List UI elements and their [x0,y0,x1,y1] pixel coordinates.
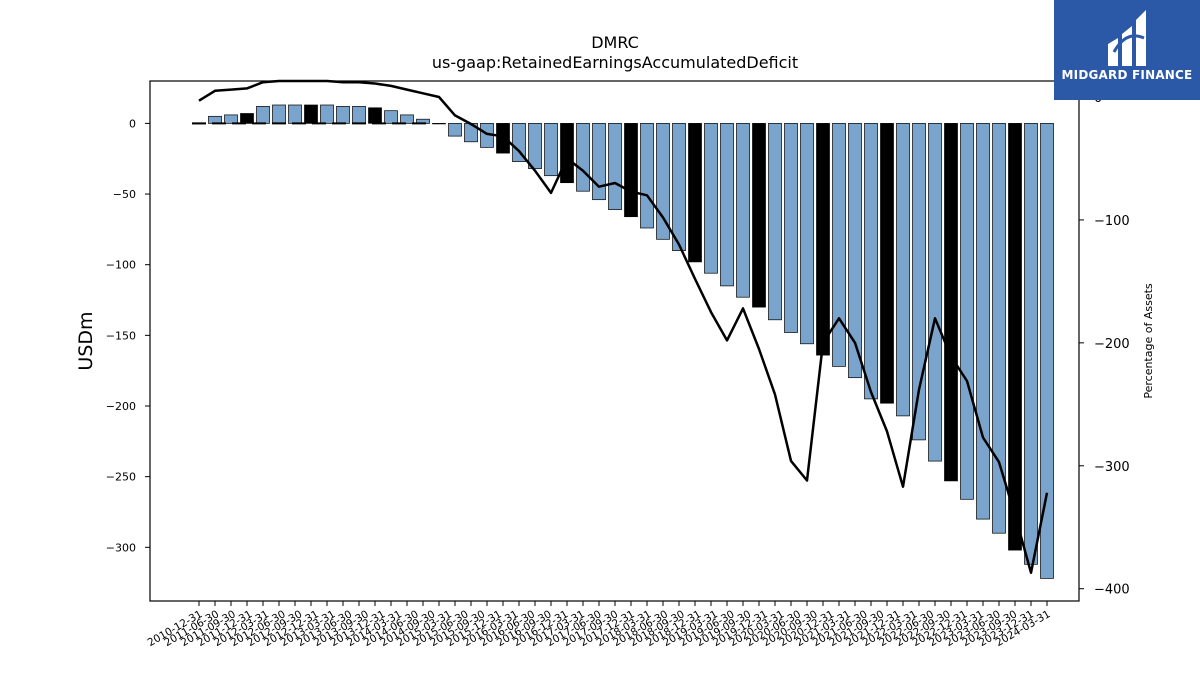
bar [768,123,782,321]
bar [800,123,814,345]
bar [864,123,878,400]
y2-tick-label: −300 [1094,460,1130,475]
y-axis-label: USDm [75,311,97,370]
bar [576,123,590,192]
bar [592,123,606,201]
y2-tick-label: −100 [1094,214,1130,229]
bar [704,123,718,274]
bar [848,123,862,379]
bar [656,123,670,240]
bar [208,115,222,124]
x-axis: 2010-12-312011-06-302011-09-302011-12-31… [146,601,1053,649]
bar [496,123,510,154]
y2-axis-label: Percentage of Assets [1142,283,1155,399]
bar [1040,123,1054,579]
bar [320,104,334,124]
bar [336,106,350,124]
bar [912,123,926,441]
bar [560,123,574,184]
y-tick-label: −100 [106,259,136,272]
bar [352,106,366,124]
y2-tick-label: −400 [1094,583,1130,598]
bar [672,123,686,251]
brand-logo: MIDGARD FINANCE [1054,0,1200,100]
bar [384,110,398,124]
bar [256,106,270,124]
y-axis-right: 0−100−200−300−400 [1079,91,1130,598]
brand-mark-icon [1108,10,1146,66]
bar [992,123,1006,534]
bar [272,104,286,124]
bar [528,123,542,169]
bar [720,123,734,287]
bar [224,114,238,124]
bar [784,123,798,333]
bar [944,123,958,482]
bar [640,123,654,229]
bar [432,123,446,125]
chart-title: DMRC [591,33,639,52]
y-tick-label: −50 [113,188,136,201]
percentage-line-series [198,79,1049,574]
chart-subtitle: us-gaap:RetainedEarningsAccumulatedDefic… [432,53,798,72]
bar [288,104,302,124]
y-tick-label: −200 [106,400,136,413]
bar [896,123,910,417]
y-tick-label: −250 [106,471,136,484]
y-tick-label: −300 [106,541,136,554]
bar [240,113,254,124]
bar [1008,123,1022,551]
bar [624,123,638,218]
y2-tick-label: −200 [1094,337,1130,352]
bar [816,123,830,356]
bar [544,123,558,177]
bar [752,123,766,308]
bar [960,123,974,500]
bar [512,123,526,162]
bar [608,123,622,210]
bar [928,123,942,462]
bar-series [192,104,1054,579]
brand-name: MIDGARD FINANCE [1061,68,1193,82]
bar [880,123,894,404]
y-tick-label: 0 [129,117,136,130]
bar [368,107,382,124]
percentage-line [198,79,1049,574]
bar [304,104,318,124]
y-axis-left: 0 −50 −100 −150 −200 −250 −300 [106,117,150,554]
bar [448,123,462,137]
y-tick-label: −150 [106,329,136,342]
bar [832,123,846,367]
bar [976,123,990,520]
bar [688,123,702,263]
bar [736,123,750,298]
bar [400,114,414,124]
bar [1024,123,1038,565]
